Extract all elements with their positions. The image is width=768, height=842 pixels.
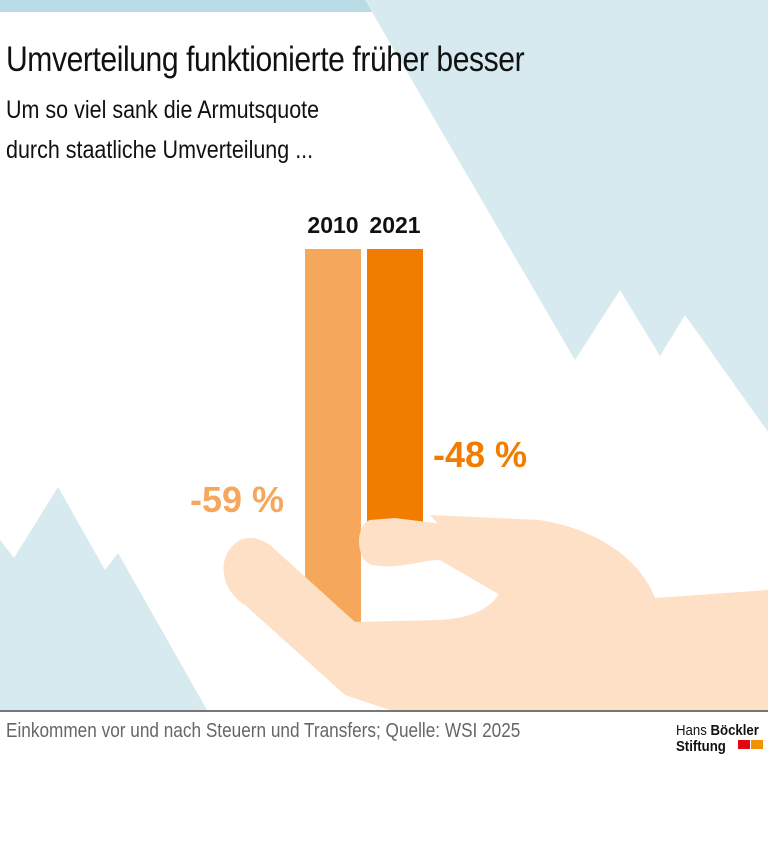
logo: Hans Böckler Stiftung [676, 723, 759, 755]
bar-2010 [305, 249, 361, 622]
value-label-2021: -48 % [433, 434, 527, 475]
source-note: Einkommen vor und nach Steuern und Trans… [6, 720, 521, 742]
mountain-left [0, 487, 207, 710]
subtitle-line-2: durch staatliche Umverteilung ... [6, 136, 314, 164]
page-title: Umverteilung funktionierte früher besser [6, 40, 525, 79]
category-label-2010: 2010 [307, 212, 358, 238]
logo-red-square [738, 740, 750, 749]
category-label-2021: 2021 [369, 212, 420, 238]
logo-orange-square [751, 740, 763, 749]
logo-text-boeckler: Böckler [710, 722, 759, 739]
logo-text-hans: Hans [676, 722, 711, 739]
subtitle-line-1: Um so viel sank die Armutsquote [6, 96, 320, 124]
hand-thumb [358, 518, 505, 595]
logo-text-stiftung: Stiftung [676, 738, 726, 755]
bar-2021 [367, 249, 423, 553]
mountain-right [365, 0, 768, 432]
hand-palm [223, 515, 768, 710]
value-label-2010: -59 % [190, 479, 284, 520]
